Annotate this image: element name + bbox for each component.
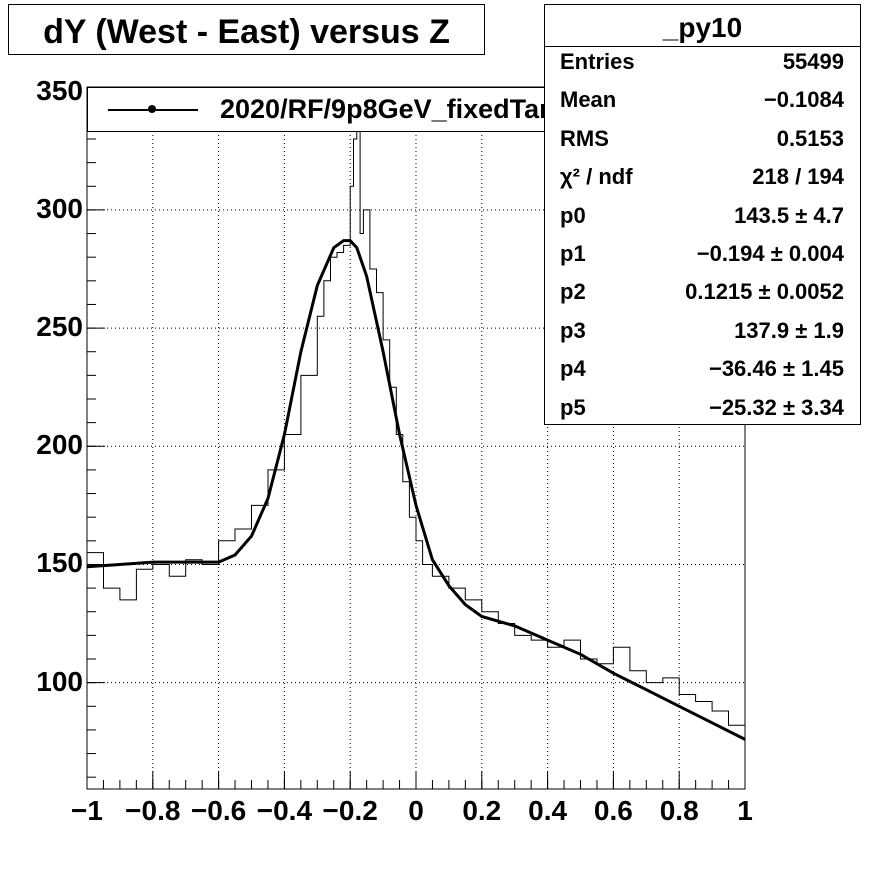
y-tick-label: 100: [36, 665, 83, 697]
y-tick-label: 250: [36, 311, 83, 343]
stats-label: p5: [560, 394, 586, 420]
stats-value: 55499: [782, 49, 844, 74]
x-tick-label: 0.8: [659, 795, 699, 826]
stats-value: −0.1084: [763, 87, 844, 113]
stats-row: p5 −25.32 ± 3.34: [560, 395, 844, 431]
series-layer: [86, 103, 746, 741]
stats-row: p2 0.1215 ± 0.0052: [560, 279, 844, 315]
stats-value: 0.5153: [776, 125, 844, 151]
y-tick-label: 300: [36, 192, 83, 224]
x-tick-label: −1: [71, 795, 103, 826]
legend-entry: 2020/RF/9p8GeV_fixedTarget: [220, 94, 591, 124]
stats-row: p1 −0.194 ± 0.004: [560, 241, 844, 277]
title-box: dY (West - East) versus Z: [8, 4, 485, 55]
x-tick-label: 1: [737, 795, 753, 826]
stats-row: Entries 55499: [560, 49, 844, 85]
stats-value: −0.194 ± 0.004: [696, 241, 844, 266]
y-tick-label: 150: [36, 547, 83, 579]
x-tick-label: 0.6: [593, 795, 633, 826]
chart-title: dY (West - East) versus Z: [43, 13, 450, 51]
y-tick-label: 350: [36, 74, 83, 106]
stats-row: p4 −36.46 ± 1.45: [560, 356, 844, 392]
legend-marker: [148, 105, 156, 113]
stats-row: p3 137.9 ± 1.9: [560, 318, 844, 354]
stats-value: −25.32 ± 3.34: [708, 394, 844, 420]
stats-value: 0.1215 ± 0.0052: [685, 279, 844, 305]
stats-value: 137.9 ± 1.9: [734, 317, 844, 343]
x-tick-label: 0: [408, 795, 424, 826]
axis-ticks: [86, 91, 746, 789]
stats-label: Mean: [560, 87, 617, 113]
stats-row: Mean −0.1084: [560, 87, 844, 123]
stats-label: Entries: [560, 49, 635, 74]
stats-label: p1: [560, 241, 586, 266]
stats-label: p4: [560, 356, 586, 382]
stats-box: _py10 Entries 55499 Mean −0.1084 RMS 0.5153 χ²…: [544, 4, 861, 425]
x-tick-label: −0.6: [190, 795, 247, 826]
stats-row: χ² / ndf 218 / 194: [560, 164, 844, 200]
stats-label: p2: [560, 279, 586, 305]
x-tick-label: −0.2: [322, 795, 378, 826]
y-tick-label: 200: [36, 429, 83, 461]
legend: 2020/RF/9p8GeV_fixedTarget: [87, 87, 615, 132]
stats-value: −36.46 ± 1.45: [708, 356, 844, 382]
stats-value: 143.5 ± 4.7: [734, 202, 844, 228]
stats-row: p0 143.5 ± 4.7: [560, 203, 844, 239]
stats-label: p3: [560, 317, 586, 343]
x-tick-label: −0.4: [256, 795, 313, 826]
x-tick-label: 0.4: [528, 795, 568, 826]
x-tick-label: 0.2: [462, 795, 502, 826]
stats-value: 218 / 194: [752, 164, 844, 190]
stats-row: RMS 0.5153: [560, 126, 844, 162]
stats-label: p0: [560, 202, 586, 228]
fit-curve: [86, 239, 746, 741]
stats-label: RMS: [560, 125, 609, 151]
stats-title: _py10: [545, 9, 860, 47]
stats-label: χ² / ndf: [560, 164, 633, 190]
x-tick-label: −0.8: [125, 795, 181, 826]
histogram-series: [87, 103, 746, 735]
